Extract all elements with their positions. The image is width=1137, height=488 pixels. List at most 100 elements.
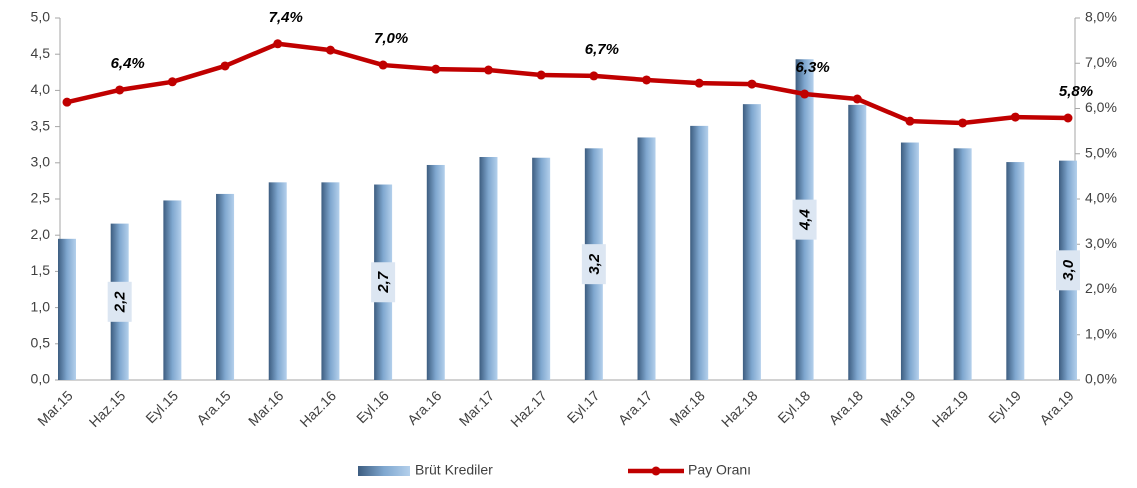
x-tick-label: Mar.15 — [34, 387, 76, 429]
value-label: 2,2 — [112, 291, 129, 314]
value-label: 4,4 — [797, 209, 814, 232]
value-label: 7,0% — [374, 30, 408, 47]
x-tick-label: Mar.17 — [456, 387, 498, 429]
bar — [163, 200, 182, 380]
line-point — [273, 39, 283, 49]
label-box — [581, 244, 606, 285]
bar — [742, 104, 761, 380]
line-point — [1010, 112, 1020, 122]
label-box — [107, 281, 132, 322]
line-point — [1063, 113, 1073, 123]
value-label: 6,4% — [111, 55, 145, 72]
bar-value-label: 2,2 — [107, 281, 132, 322]
line-point — [905, 116, 915, 126]
y-tick-label: 3,0 — [31, 154, 51, 170]
value-label: 3,0 — [1060, 259, 1077, 281]
bar — [321, 182, 340, 380]
x-tick-label: Haz.16 — [296, 387, 339, 430]
bar-value-label: 3,0 — [1056, 250, 1080, 291]
line-point — [325, 45, 335, 55]
y-tick-label: 2,5 — [31, 190, 51, 206]
line-point — [800, 89, 810, 99]
y2-tick-label: 4,0% — [1085, 190, 1117, 206]
y-tick-label: 1,0 — [31, 298, 51, 314]
legend-swatch — [358, 466, 410, 476]
y2-tick-label: 3,0% — [1085, 235, 1117, 251]
y2-tick-label: 2,0% — [1085, 280, 1117, 296]
label-box — [792, 199, 817, 240]
line-point — [694, 78, 704, 88]
line-point — [431, 64, 441, 74]
x-tick-label: Mar.18 — [666, 387, 708, 429]
line-point — [536, 70, 546, 80]
value-label: 6,3% — [795, 59, 829, 76]
bar-value-label: 2,7 — [371, 262, 396, 303]
bar-value-label: 3,2 — [581, 244, 606, 285]
line-point — [378, 60, 388, 70]
x-tick-label: Ara.17 — [615, 387, 656, 428]
y2-tick-label: 1,0% — [1085, 325, 1117, 341]
x-tick-label: Mar.16 — [245, 387, 287, 429]
y2-tick-label: 7,0% — [1085, 54, 1117, 70]
y2-tick-label: 0,0% — [1085, 371, 1117, 387]
bar — [848, 104, 867, 380]
bar — [953, 148, 972, 380]
y2-tick-label: 5,0% — [1085, 144, 1117, 160]
y-tick-label: 4,0 — [31, 81, 51, 97]
y-tick-label: 5,0 — [31, 9, 51, 25]
x-tick-label: Ara.19 — [1036, 387, 1077, 428]
line-point — [62, 97, 72, 107]
x-tick-label: Haz.19 — [929, 387, 972, 430]
value-label: 3,2 — [586, 253, 603, 275]
x-tick-label: Ara.18 — [826, 387, 867, 428]
bar — [532, 157, 551, 380]
legend-label: Brüt Krediler — [415, 462, 493, 478]
value-label: 2,7 — [375, 271, 392, 294]
line-point — [167, 77, 177, 87]
line-point — [958, 118, 968, 128]
x-tick-label: Ara.16 — [404, 387, 445, 428]
line-point — [483, 65, 493, 75]
line-point — [747, 79, 757, 89]
y2-tick-label: 6,0% — [1085, 99, 1117, 115]
bar — [900, 142, 919, 380]
x-tick-label: Eyl.16 — [353, 387, 392, 426]
x-tick-label: Haz.18 — [718, 387, 761, 430]
bar — [690, 125, 709, 380]
bar-value-label: 4,4 — [792, 199, 817, 240]
bar — [268, 182, 287, 380]
bar — [479, 157, 498, 380]
legend-label: Pay Oranı — [688, 462, 751, 478]
legend-swatch-point — [651, 466, 661, 476]
y-tick-label: 0,5 — [31, 335, 51, 351]
x-tick-label: Ara.15 — [193, 387, 234, 428]
label-box — [1056, 250, 1080, 291]
bar — [1006, 162, 1025, 380]
x-tick-label: Mar.19 — [877, 387, 919, 429]
line-point — [642, 75, 652, 85]
value-label: 6,7% — [585, 41, 619, 58]
line-point — [589, 71, 599, 81]
value-label: 5,8% — [1059, 83, 1093, 100]
value-label: 7,4% — [269, 9, 303, 26]
line-point — [852, 94, 862, 104]
bar — [58, 238, 76, 380]
bar — [426, 164, 445, 380]
y-tick-label: 3,5 — [31, 117, 51, 133]
line-point — [220, 61, 230, 71]
x-tick-label: Eyl.19 — [985, 387, 1024, 426]
x-tick-label: Eyl.17 — [564, 387, 603, 426]
y2-tick-label: 8,0% — [1085, 9, 1117, 25]
line — [66, 41, 1069, 126]
label-box — [371, 262, 396, 303]
bar — [216, 193, 235, 380]
x-tick-label: Eyl.18 — [774, 387, 813, 426]
y-tick-label: 1,5 — [31, 262, 51, 278]
y-tick-label: 4,5 — [31, 45, 51, 61]
y-tick-label: 2,0 — [31, 226, 51, 242]
x-tick-label: Eyl.15 — [142, 387, 181, 426]
y-tick-label: 0,0 — [31, 371, 51, 387]
line-point — [115, 85, 125, 95]
x-tick-label: Haz.15 — [86, 387, 129, 430]
